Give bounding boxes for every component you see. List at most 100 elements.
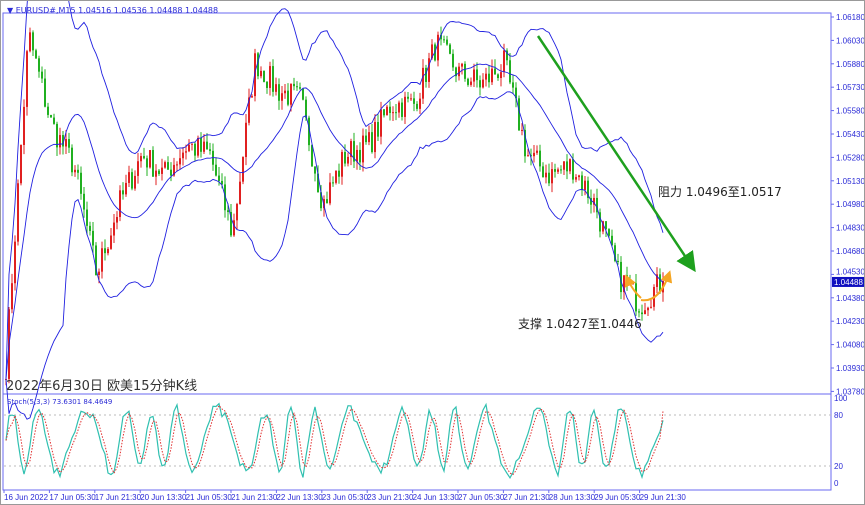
candle-body: [53, 117, 55, 124]
chart-caption: 2022年6月30日 欧美15分钟K线: [6, 379, 198, 394]
candle-body: [248, 97, 250, 123]
candle-body: [125, 182, 127, 195]
candle-body: [278, 84, 280, 101]
candle-body: [221, 180, 223, 185]
candle-body: [296, 86, 298, 88]
y-tick-label: 1.04230: [836, 317, 865, 326]
candle-body: [431, 44, 433, 59]
x-tick-label: 21 Jun 21:30: [231, 493, 278, 502]
candle-body: [587, 180, 589, 198]
candle-body: [71, 147, 73, 173]
stoch-level-label: 80: [834, 411, 843, 420]
y-tick-label: 1.05730: [836, 83, 865, 92]
candle-body: [608, 229, 610, 236]
candle-body: [167, 162, 169, 170]
candle-body: [635, 283, 637, 312]
candle-body: [134, 175, 136, 189]
candle-body: [206, 141, 208, 150]
candle-body: [20, 144, 22, 184]
candle-body: [170, 169, 172, 176]
resistance-trend-arrow: [536, 35, 696, 273]
candle-body: [329, 182, 331, 204]
candle-body: [92, 230, 94, 246]
candle-body: [500, 72, 502, 79]
candle-body: [548, 172, 550, 184]
candle-body: [401, 102, 403, 117]
y-tick-label: 1.05130: [836, 177, 865, 186]
y-tick-label: 1.04830: [836, 224, 865, 233]
x-tick-label: 17 Jun 21:30: [95, 493, 142, 502]
x-tick-label: 17 Jun 05:30: [49, 493, 96, 502]
candle-body: [191, 143, 193, 145]
candle-body: [311, 145, 313, 167]
candle-body: [446, 39, 448, 45]
candle-body: [452, 53, 454, 68]
candle-body: [158, 170, 160, 174]
y-tick-label: 1.04980: [836, 200, 865, 209]
x-tick-label: 22 Jun 13:30: [276, 493, 323, 502]
stoch-main-line: [5, 402, 664, 480]
candle-body: [659, 274, 661, 293]
candle-body: [68, 139, 70, 148]
candle-body: [557, 169, 559, 172]
resistance-label: 阻力 1.0496至1.0517: [658, 185, 782, 199]
candle-body: [263, 70, 265, 82]
candle-body: [338, 170, 340, 177]
candle-body: [554, 169, 556, 172]
candle-body: [152, 150, 154, 177]
candle-body: [227, 210, 229, 213]
candle-body: [137, 161, 139, 176]
candle-body: [101, 248, 103, 272]
candle-body: [656, 274, 658, 287]
candle-body: [119, 190, 121, 218]
candle-body: [326, 199, 328, 204]
x-tick-label: 28 Jun 13:30: [549, 493, 596, 502]
y-tick-label: 1.03930: [836, 364, 865, 373]
x-tick-label: 27 Jun 21:30: [503, 493, 550, 502]
candle-body: [506, 50, 508, 61]
candle-body: [491, 68, 493, 83]
candle-body: [44, 78, 46, 107]
candle-body: [602, 221, 604, 232]
candle-body: [293, 83, 295, 87]
candle-body: [599, 212, 601, 232]
candle-body: [83, 193, 85, 210]
candle-body: [266, 81, 268, 88]
candle-body: [512, 82, 514, 88]
candle-body: [389, 106, 391, 113]
collapse-triangle-icon[interactable]: ▼: [7, 6, 14, 15]
candle-body: [251, 96, 253, 98]
y-tick-label: 1.03780: [836, 387, 865, 396]
candle-body: [584, 180, 586, 191]
candle-body: [218, 175, 220, 181]
candle-body: [302, 88, 304, 100]
candle-body: [308, 117, 310, 146]
candle-body: [356, 149, 358, 162]
candle-body: [620, 261, 622, 293]
candle-body: [638, 311, 640, 313]
candle-body: [155, 170, 157, 177]
candle-body: [275, 84, 277, 92]
candle-body: [479, 80, 481, 88]
candle-body: [632, 283, 634, 285]
candle-body: [569, 159, 571, 172]
candle-body: [458, 66, 460, 77]
candle-body: [185, 151, 187, 153]
candle-body: [260, 70, 262, 77]
candle-body: [50, 114, 52, 118]
candle-body: [380, 109, 382, 137]
candle-body: [335, 170, 337, 183]
candle-body: [161, 167, 163, 174]
candle-body: [461, 63, 463, 67]
candle-body: [305, 99, 307, 118]
candle-body: [464, 63, 466, 79]
stoch-level-label: 20: [834, 462, 843, 471]
candle-body: [230, 212, 232, 236]
candle-body: [29, 32, 31, 52]
candle-body: [65, 139, 67, 147]
candle-body: [86, 209, 88, 226]
candle-body: [314, 166, 316, 174]
candle-body: [269, 66, 271, 88]
candle-body: [179, 158, 181, 165]
